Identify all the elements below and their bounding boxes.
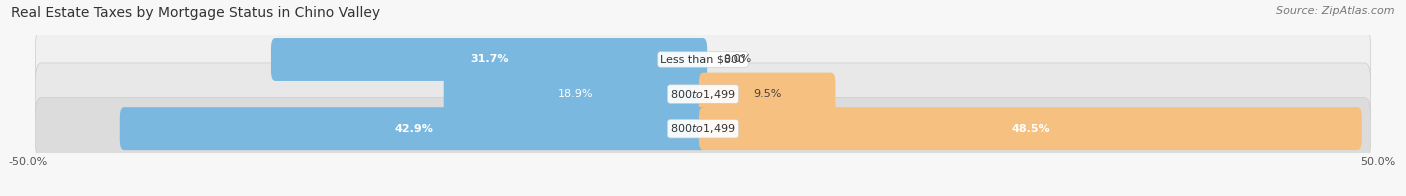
Text: Source: ZipAtlas.com: Source: ZipAtlas.com bbox=[1277, 6, 1395, 16]
Text: 31.7%: 31.7% bbox=[470, 54, 509, 64]
Text: $800 to $1,499: $800 to $1,499 bbox=[671, 122, 735, 135]
FancyBboxPatch shape bbox=[699, 73, 835, 115]
Text: Less than $800: Less than $800 bbox=[661, 54, 745, 64]
Text: $800 to $1,499: $800 to $1,499 bbox=[671, 88, 735, 101]
Text: 9.5%: 9.5% bbox=[754, 89, 782, 99]
FancyBboxPatch shape bbox=[120, 107, 707, 150]
Text: 48.5%: 48.5% bbox=[1011, 124, 1050, 134]
Text: 18.9%: 18.9% bbox=[558, 89, 593, 99]
FancyBboxPatch shape bbox=[699, 107, 1362, 150]
FancyBboxPatch shape bbox=[35, 63, 1371, 125]
FancyBboxPatch shape bbox=[271, 38, 707, 81]
Text: 42.9%: 42.9% bbox=[394, 124, 433, 134]
FancyBboxPatch shape bbox=[444, 73, 707, 115]
Text: Real Estate Taxes by Mortgage Status in Chino Valley: Real Estate Taxes by Mortgage Status in … bbox=[11, 6, 381, 20]
FancyBboxPatch shape bbox=[35, 98, 1371, 160]
FancyBboxPatch shape bbox=[35, 28, 1371, 91]
Text: 0.0%: 0.0% bbox=[723, 54, 751, 64]
